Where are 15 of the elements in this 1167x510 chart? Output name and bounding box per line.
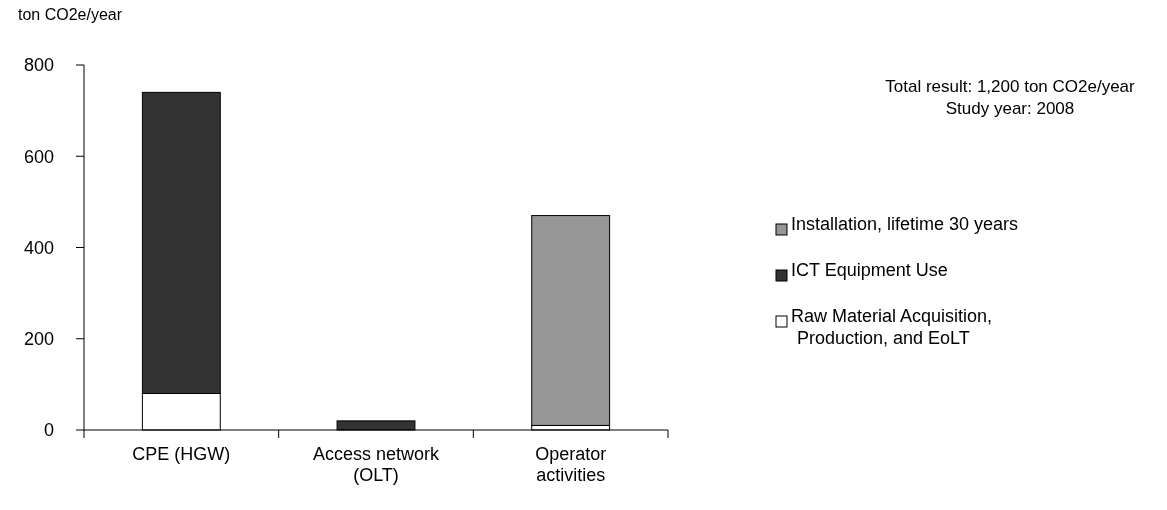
y-tick-label: 400 — [23, 237, 54, 258]
legend-label: Installation, lifetime 30 years — [791, 214, 1019, 234]
y-axis-title: ton CO2e/year — [18, 6, 123, 23]
legend-label: ICT Equipment Use — [791, 260, 948, 280]
y-tick-label: 600 — [23, 146, 54, 167]
y-tick-label: 800 — [23, 55, 54, 76]
y-tick-label: 0 — [43, 420, 54, 441]
x-tick-label: Access network (OLT) — [312, 444, 441, 485]
bar — [531, 215, 611, 426]
text: Total result: 1,200 ton CO2e/year — [885, 77, 1136, 96]
x-tick-label: CPE (HGW) — [132, 444, 231, 464]
x-tick-label: Operator activities — [535, 444, 607, 485]
y-tick-label: 200 — [23, 329, 54, 350]
text: Study year: 2008 — [945, 99, 1075, 118]
legend-label: Raw Material Acquisition, Production, and EoLT — [791, 306, 993, 348]
